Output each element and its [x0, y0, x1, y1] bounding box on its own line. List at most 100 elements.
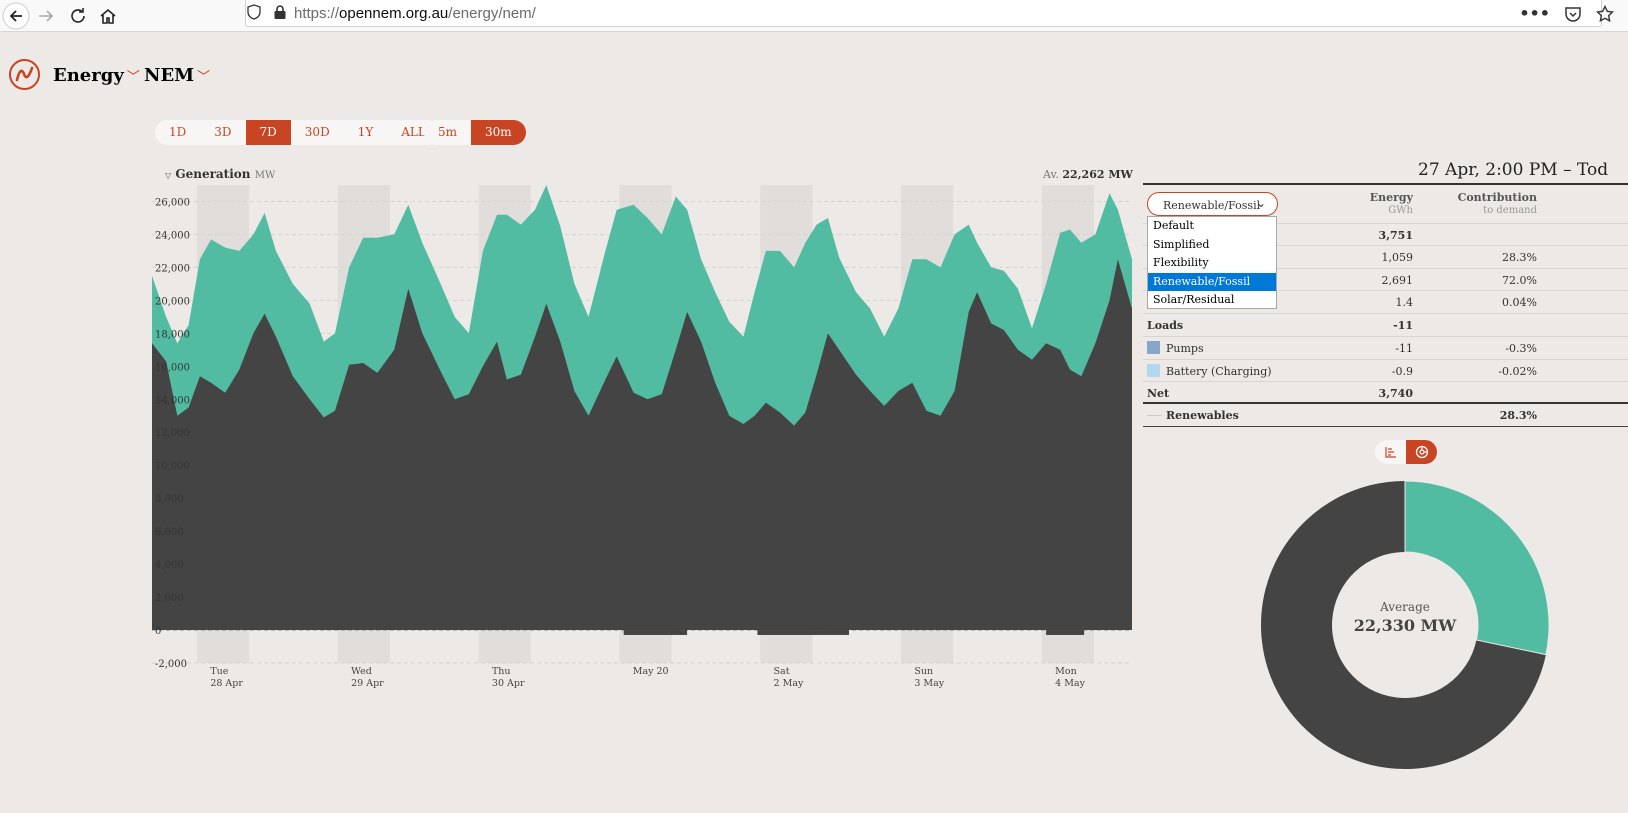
option-solar-residual[interactable]: Solar/Residual: [1153, 293, 1235, 306]
range-1y-button[interactable]: 1Y: [357, 125, 374, 139]
pumps-energy: -11: [1395, 342, 1413, 355]
chart-type-toggle: [1375, 440, 1437, 464]
row-divider: [1143, 359, 1628, 360]
row-contribution: 0.04%: [1502, 296, 1537, 309]
y-tick-label: 0: [155, 626, 161, 637]
table-row[interactable]: 3,751: [1143, 224, 1628, 246]
fossil-area-series[interactable]: [152, 259, 1132, 631]
back-icon[interactable]: [2, 2, 30, 30]
average-donut-chart[interactable]: [1250, 470, 1560, 780]
row-divider: [1143, 381, 1628, 382]
row-divider: [1143, 223, 1628, 224]
range-selector: 1D 3D 7D 30D 1Y ALL: [155, 120, 440, 145]
shield-icon[interactable]: [246, 4, 262, 20]
date-range: 27 Apr, 2:00 PM – Tod: [1418, 160, 1609, 180]
y-tick-label: 8,000: [155, 494, 184, 505]
option-simplified[interactable]: Simplified: [1153, 237, 1210, 251]
x-tick-sublabel: 2 May: [774, 678, 804, 689]
loads-label: Loads: [1147, 319, 1184, 332]
x-tick-label: May 20: [633, 666, 669, 677]
row-energy: 1,059: [1381, 251, 1414, 264]
region-menu[interactable]: NEM ﹀: [144, 65, 211, 86]
donut-fossil-slice[interactable]: [1261, 481, 1546, 769]
bar-chart-button[interactable]: [1375, 440, 1406, 464]
net-row: Net 3,740: [1143, 382, 1628, 404]
address-bar[interactable]: [245, 0, 1602, 27]
pumps-contribution: -0.3%: [1505, 342, 1537, 355]
option-default[interactable]: Default: [1153, 219, 1194, 232]
donut-renewable-slice[interactable]: [1404, 480, 1550, 656]
forward-icon[interactable]: [32, 2, 60, 30]
group-options-list[interactable]: Default Simplified Flexibility Renewable…: [1147, 216, 1277, 309]
option-flexibility[interactable]: Flexibility: [1153, 256, 1209, 269]
chevron-down-icon: ﹀: [126, 70, 140, 85]
pocket-icon[interactable]: [1564, 5, 1582, 23]
net-label: Net: [1147, 387, 1170, 400]
contribution-column-header[interactable]: Contribution to demand: [1457, 191, 1537, 216]
interval-30m-button[interactable]: 30m: [471, 120, 526, 145]
range-1d-button[interactable]: 1D: [169, 125, 187, 139]
chevron-down-icon: ⌄: [1255, 196, 1266, 210]
x-tick-label: Sun: [914, 666, 933, 677]
table-row[interactable]: 2,691 72.0%: [1143, 269, 1628, 291]
chart-average: Av. 22,262 MW: [1043, 168, 1133, 181]
generation-chart[interactable]: -2,000 0 2,000 4,000 6,000 8,000 10,000 12,000 1…: [0, 0, 1140, 700]
chart-title[interactable]: ▽ Generation MW: [165, 167, 276, 181]
opennem-logo[interactable]: [9, 59, 40, 90]
renewables-line-icon: [1147, 415, 1162, 416]
energy-menu[interactable]: Energy ﹀: [53, 65, 140, 86]
chevron-down-icon: ﹀: [197, 70, 211, 85]
load-negative-area: [623, 630, 688, 635]
x-tick-sublabel: 28 Apr: [210, 678, 243, 689]
interval-selector: 5m 30m: [424, 120, 526, 145]
x-tick-sublabel: 30 Apr: [492, 678, 525, 689]
lock-icon[interactable]: [273, 4, 287, 20]
battery-color-swatch[interactable]: [1147, 364, 1160, 377]
interval-5m-button[interactable]: 5m: [438, 125, 458, 139]
donut-chart-button[interactable]: [1406, 440, 1437, 464]
y-tick-label: 6,000: [155, 527, 184, 538]
browser-toolbar: https://opennem.org.au/energy/nem/ •••: [0, 0, 1628, 32]
x-tick-label: Thu: [492, 666, 511, 677]
x-tick-label: Mon: [1055, 666, 1077, 677]
donut-label-title: Average: [1380, 600, 1430, 614]
url-text: https://opennem.org.au/energy/nem/: [294, 5, 536, 22]
bookmark-star-icon[interactable]: [1596, 4, 1614, 23]
renewables-label: Renewables: [1166, 409, 1239, 422]
y-tick-label: 14,000: [155, 395, 190, 406]
option-renewable-fossil[interactable]: Renewable/Fossil: [1148, 272, 1276, 291]
pumps-color-swatch[interactable]: [1147, 341, 1160, 354]
row-contribution: 72.0%: [1502, 274, 1537, 287]
range-30d-button[interactable]: 30D: [304, 125, 330, 139]
row-divider: [1143, 290, 1628, 291]
table-rule: [1143, 402, 1628, 404]
more-icon[interactable]: •••: [1519, 4, 1550, 23]
row-energy: 3,751: [1378, 229, 1413, 242]
row-divider: [1143, 268, 1628, 269]
group-select[interactable]: Renewable/Fossil ⌄: [1147, 192, 1278, 216]
table-bottom-rule: [1143, 426, 1628, 427]
y-tick-label: 26,000: [155, 197, 190, 208]
donut-label-value: 22,330 MW: [1353, 616, 1457, 635]
y-tick-label: -2,000: [155, 659, 187, 670]
battery-charging-row[interactable]: Battery (Charging) -0.9 -0.02%: [1143, 360, 1628, 382]
table-top-rule: [1143, 183, 1628, 185]
home-icon[interactable]: [94, 2, 122, 30]
row-divider: [1143, 313, 1628, 314]
collapse-triangle-icon[interactable]: ▽: [165, 170, 172, 180]
pumps-label: Pumps: [1166, 342, 1204, 355]
x-tick-sublabel: 3 May: [914, 678, 944, 689]
range-3d-button[interactable]: 3D: [214, 125, 232, 139]
range-all-button[interactable]: ALL: [401, 125, 426, 139]
range-7d-button[interactable]: 7D: [245, 120, 291, 145]
table-row[interactable]: 1,059 28.3%: [1143, 246, 1628, 268]
row-divider: [1143, 336, 1628, 337]
y-tick-label: 2,000: [155, 593, 184, 604]
reload-icon[interactable]: [64, 2, 92, 30]
loads-energy: -11: [1393, 319, 1413, 332]
renewables-row: Renewables 28.3%: [1143, 404, 1628, 426]
table-row[interactable]: 1.4 0.04%: [1143, 291, 1628, 313]
battery-energy: -0.9: [1391, 365, 1413, 378]
x-tick-sublabel: 4 May: [1055, 678, 1085, 689]
pumps-row[interactable]: Pumps -11 -0.3%: [1143, 337, 1628, 359]
